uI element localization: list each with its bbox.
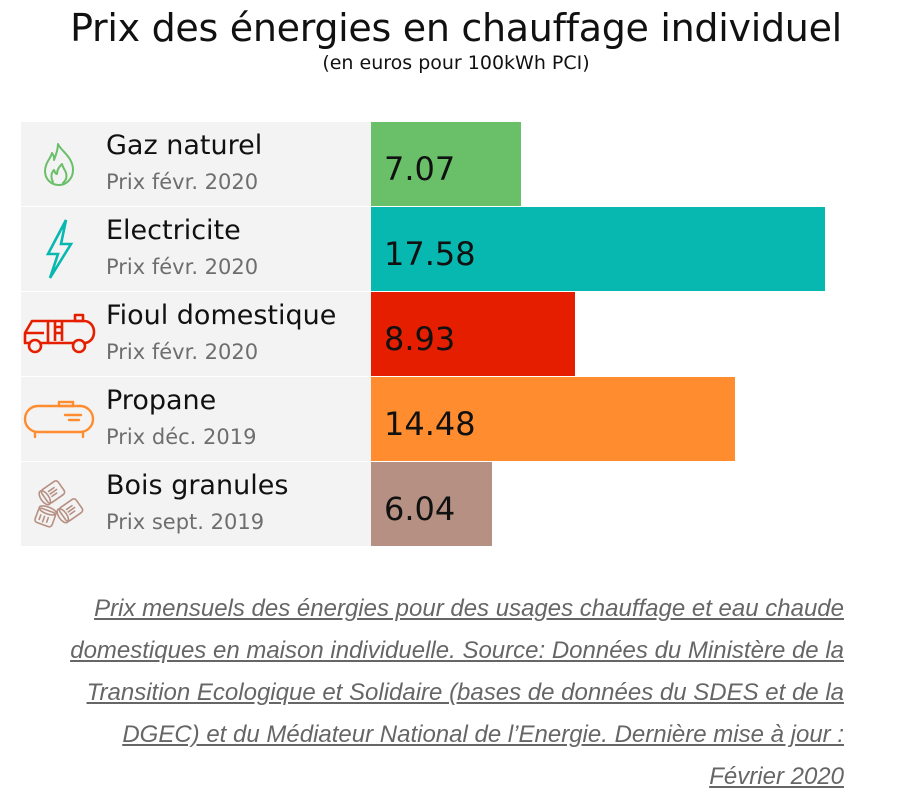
category-name: Electricite (106, 215, 241, 246)
category-label-cell: Electricite Prix févr. 2020 (21, 207, 371, 291)
price-date: Prix déc. 2019 (106, 425, 257, 449)
price-date: Prix févr. 2020 (106, 170, 259, 194)
bar-value-label: 8.93 (384, 320, 456, 358)
bar-value-label: 14.48 (384, 405, 476, 443)
category-name: Bois granules (106, 470, 289, 501)
category-label-cell: Gaz naturel Prix févr. 2020 (21, 122, 371, 206)
category-label-cell: Fioul domestique Prix févr. 2020 (21, 292, 371, 376)
chart-row: Propane Prix déc. 2019 14.48 (21, 377, 881, 461)
chart-row: Electricite Prix févr. 2020 17.58 (21, 207, 881, 291)
price-date: Prix sept. 2019 (106, 510, 265, 534)
category-label-cell: Propane Prix déc. 2019 (21, 377, 371, 461)
category-label-cell: Bois granules Prix sept. 2019 (21, 462, 371, 546)
chart-subtitle: (en euros pour 100kWh PCI) (322, 52, 590, 74)
flame-icon (21, 122, 96, 206)
bar: 7.07 (371, 122, 521, 206)
bar: 17.58 (371, 207, 825, 291)
lightning-icon (21, 207, 96, 291)
price-date: Prix févr. 2020 (106, 340, 259, 364)
category-name: Fioul domestique (106, 300, 337, 331)
source-link[interactable]: Prix mensuels des énergies pour des usag… (70, 595, 844, 790)
source-footnote[interactable]: Prix mensuels des énergies pour des usag… (64, 588, 844, 798)
chart-row: Fioul domestique Prix févr. 2020 8.93 (21, 292, 881, 376)
bar-value-label: 17.58 (384, 235, 476, 273)
bar-chart: Gaz naturel Prix févr. 2020 7.07 Electrici… (21, 122, 881, 547)
price-date: Prix févr. 2020 (106, 255, 259, 279)
chart-row: Bois granules Prix sept. 2019 6.04 (21, 462, 881, 546)
category-name: Propane (106, 385, 217, 416)
chart-title: Prix des énergies en chauffage individue… (70, 6, 842, 50)
category-name: Gaz naturel (106, 130, 263, 161)
bar-value-label: 6.04 (384, 490, 456, 528)
bar-value-label: 7.07 (384, 150, 456, 188)
wood-pellets-icon (21, 462, 96, 546)
propane-tank-icon (21, 377, 96, 461)
fuel-truck-icon (21, 292, 96, 376)
chart-row: Gaz naturel Prix févr. 2020 7.07 (21, 122, 881, 206)
bar: 14.48 (371, 377, 735, 461)
bar: 8.93 (371, 292, 575, 376)
bar: 6.04 (371, 462, 492, 546)
